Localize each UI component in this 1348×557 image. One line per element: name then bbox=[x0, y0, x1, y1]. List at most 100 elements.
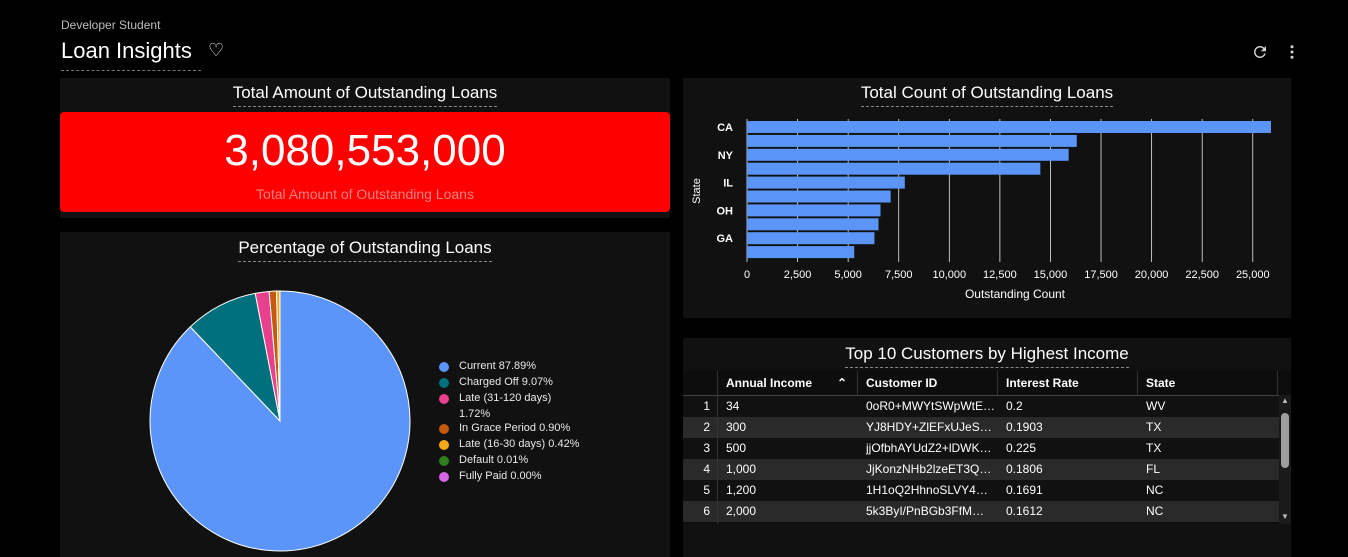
row-number: 2 bbox=[703, 420, 710, 434]
customer-id-cell: 0oR0+MWYtSWpWtE… bbox=[866, 399, 996, 413]
bar-chart[interactable]: 0 2,500 5,000 7,500 10,000 12,500 15,000 17,500… bbox=[683, 78, 1291, 318]
state-cell: FL bbox=[1146, 462, 1161, 476]
legend-swatch bbox=[439, 456, 449, 466]
customer-id-cell: YJ8HDY+ZlEFxUJeS… bbox=[866, 420, 992, 434]
row-number: 5 bbox=[703, 483, 710, 497]
bar-state-5[interactable] bbox=[747, 190, 891, 203]
table-row[interactable]: 5 1,200 1H1oQ2HhnoSLVY4… 0.1691 NC bbox=[683, 480, 1279, 501]
bar-ylabel: State bbox=[691, 178, 703, 204]
owner-name: Developer Student bbox=[61, 18, 161, 32]
state-cell: TX bbox=[1146, 441, 1162, 455]
bar-state-3[interactable] bbox=[747, 162, 1041, 175]
annual-income-cell: 34 bbox=[726, 399, 740, 413]
bar-ga[interactable] bbox=[747, 232, 875, 245]
table-row[interactable]: 1 34 0oR0+MWYtSWpWtE… 0.2 WV bbox=[683, 396, 1279, 417]
table-row[interactable]: 6 2,000 5k3ByI/PnBGb3FfM… 0.1612 NC bbox=[683, 501, 1279, 522]
legend-label: Late (16-30 days) 0.42% bbox=[459, 438, 580, 450]
legend-swatch bbox=[439, 362, 449, 372]
column-header-state[interactable]: State bbox=[1138, 371, 1278, 395]
x-tick-label: 20,000 bbox=[1135, 269, 1169, 281]
table-row[interactable]: 4 1,000 JjKonzNHb2lzeET3Q… 0.1806 FL bbox=[683, 459, 1279, 480]
page-title[interactable]: Loan Insights bbox=[61, 38, 192, 63]
column-header-customer-id[interactable]: Customer ID bbox=[858, 371, 998, 395]
x-tick-label: 2,500 bbox=[784, 269, 812, 281]
scorecard-panel: Total Amount of Outstanding Loans 3,080,… bbox=[60, 78, 670, 218]
scroll-down-icon[interactable]: ▼ bbox=[1281, 512, 1289, 521]
scorecard-value: 3,080,553,000 bbox=[224, 126, 506, 175]
interest-rate-cell: 0.2 bbox=[1006, 399, 1023, 413]
y-tick-label: NY bbox=[718, 150, 734, 162]
legend-swatch bbox=[439, 440, 449, 450]
table-scrollbar[interactable]: ▲ ▼ bbox=[1279, 395, 1291, 524]
x-tick-label: 0 bbox=[744, 269, 750, 281]
column-header-interest-rate[interactable]: Interest Rate bbox=[998, 371, 1138, 395]
interest-rate-cell: 0.1612 bbox=[1006, 504, 1043, 518]
x-tick-label: 15,000 bbox=[1034, 269, 1068, 281]
interest-rate-cell: 0.1903 bbox=[1006, 420, 1043, 434]
annual-income-cell: 500 bbox=[726, 441, 747, 455]
legend-label: Fully Paid 0.00% bbox=[459, 470, 542, 482]
column-header-annual-income[interactable]: Annual Income ⌃ bbox=[718, 371, 858, 395]
bar-state-9[interactable] bbox=[747, 246, 855, 259]
table-row[interactable]: 3 500 jjOfbhAYUdZ2+lDWK… 0.225 TX bbox=[683, 438, 1279, 459]
annual-income-cell: 1,200 bbox=[726, 483, 757, 497]
bar-oh[interactable] bbox=[747, 204, 881, 217]
x-tick-label: 22,500 bbox=[1185, 269, 1219, 281]
scrollbar-thumb[interactable] bbox=[1281, 413, 1289, 468]
bar-il[interactable] bbox=[747, 176, 905, 189]
row-number: 4 bbox=[703, 462, 710, 476]
scorecard-label: Total Amount of Outstanding Loans bbox=[256, 186, 474, 202]
x-tick-label: 7,500 bbox=[885, 269, 913, 281]
table-row[interactable]: 2 300 YJ8HDY+ZlEFxUJeS… 0.1903 TX bbox=[683, 417, 1279, 438]
customer-id-cell: JjKonzNHb2lzeET3Q… bbox=[866, 462, 992, 476]
more-vert-icon[interactable] bbox=[1283, 43, 1301, 66]
legend-label: Default 0.01% bbox=[459, 454, 529, 466]
bar-xlabel: Outstanding Count bbox=[965, 287, 1066, 301]
legend-label: Charged Off 9.07% bbox=[459, 376, 553, 388]
heart-outline-icon[interactable]: ♡ bbox=[208, 40, 225, 60]
scorecard-title: Total Amount of Outstanding Loans bbox=[232, 83, 498, 107]
legend-swatch bbox=[439, 424, 449, 434]
row-number-divider bbox=[717, 371, 718, 524]
bar-state-1[interactable] bbox=[747, 134, 1077, 147]
state-cell: NC bbox=[1146, 483, 1164, 497]
scroll-up-icon[interactable]: ▲ bbox=[1281, 396, 1289, 405]
x-tick-label: 17,500 bbox=[1084, 269, 1118, 281]
refresh-icon[interactable] bbox=[1251, 43, 1269, 66]
interest-rate-cell: 0.225 bbox=[1006, 441, 1037, 455]
row-number: 6 bbox=[703, 504, 710, 518]
y-tick-label: OH bbox=[717, 205, 734, 217]
annual-income-cell: 300 bbox=[726, 420, 747, 434]
legend-swatch bbox=[439, 472, 449, 482]
customer-id-cell: 5k3ByI/PnBGb3FfM… bbox=[866, 504, 985, 518]
y-tick-label: GA bbox=[717, 233, 734, 245]
y-tick-label: CA bbox=[717, 122, 733, 134]
row-number: 3 bbox=[703, 441, 710, 455]
legend-swatch bbox=[439, 378, 449, 388]
legend-swatch bbox=[439, 394, 449, 404]
pie-title: Percentage of Outstanding Loans bbox=[238, 238, 492, 262]
x-tick-label: 5,000 bbox=[834, 269, 862, 281]
y-tick-label: IL bbox=[723, 178, 733, 190]
x-tick-label: 10,000 bbox=[932, 269, 966, 281]
state-cell: NC bbox=[1146, 504, 1164, 518]
x-tick-label: 25,000 bbox=[1236, 269, 1270, 281]
interest-rate-cell: 0.1806 bbox=[1006, 462, 1043, 476]
bar-ca[interactable] bbox=[747, 121, 1271, 133]
table-title: Top 10 Customers by Highest Income bbox=[845, 344, 1129, 368]
scorecard-box[interactable]: 3,080,553,000 Total Amount of Outstandin… bbox=[60, 112, 670, 212]
annual-income-cell: 2,000 bbox=[726, 504, 757, 518]
state-cell: TX bbox=[1146, 420, 1162, 434]
sort-ascending-icon[interactable]: ⌃ bbox=[836, 376, 847, 390]
bar-ny[interactable] bbox=[747, 148, 1069, 161]
legend-label: Current 87.89% bbox=[459, 360, 537, 372]
legend-label-continued: 1.72% bbox=[459, 408, 491, 420]
state-cell: WV bbox=[1146, 399, 1166, 413]
bar-state-7[interactable] bbox=[747, 218, 879, 231]
title-underline bbox=[61, 70, 201, 71]
legend-label: Late (31-120 days) bbox=[459, 392, 552, 404]
pie-chart[interactable] bbox=[60, 232, 670, 557]
row-number: 1 bbox=[703, 399, 710, 413]
data-table: Annual Income ⌃ Customer ID Interest Rat… bbox=[683, 371, 1291, 524]
column-header-label: Annual Income bbox=[726, 376, 813, 390]
